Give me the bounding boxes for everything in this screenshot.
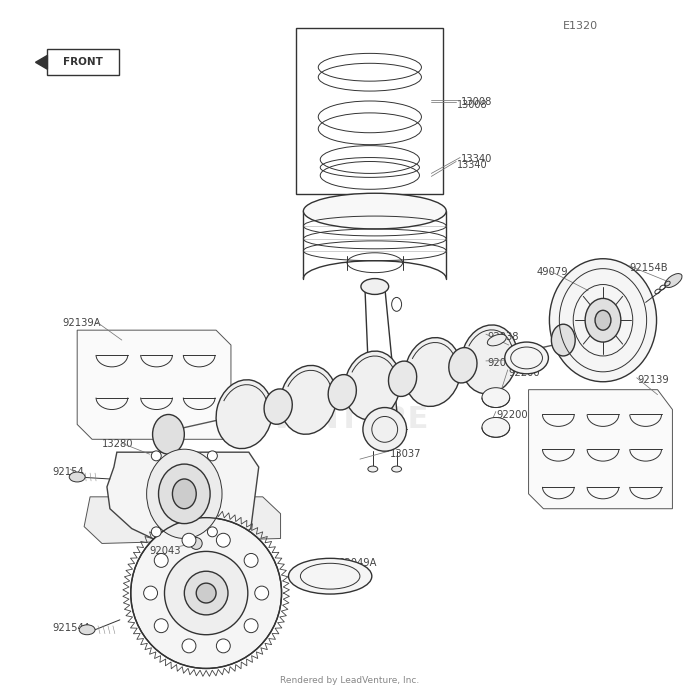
Ellipse shape: [487, 335, 506, 346]
Text: 92154A: 92154A: [52, 623, 91, 633]
Text: 49079: 49079: [536, 267, 568, 276]
Text: 92049A: 92049A: [338, 559, 377, 568]
Text: 92049: 92049: [487, 358, 519, 368]
Ellipse shape: [154, 619, 168, 633]
Ellipse shape: [182, 533, 196, 547]
Text: 92154: 92154: [52, 467, 84, 477]
Ellipse shape: [389, 361, 416, 396]
Text: 92038: 92038: [487, 332, 519, 342]
Ellipse shape: [280, 365, 337, 434]
Ellipse shape: [172, 479, 196, 509]
Text: FRONT: FRONT: [63, 57, 103, 67]
Ellipse shape: [361, 279, 388, 295]
Ellipse shape: [244, 554, 258, 567]
Text: 92139A: 92139A: [62, 318, 101, 328]
Ellipse shape: [207, 451, 217, 461]
Ellipse shape: [461, 325, 517, 394]
Ellipse shape: [368, 466, 378, 472]
Ellipse shape: [79, 625, 95, 635]
Text: 13008: 13008: [461, 97, 493, 107]
Ellipse shape: [158, 464, 210, 524]
Ellipse shape: [482, 417, 510, 438]
Ellipse shape: [665, 274, 682, 288]
Text: 92154B: 92154B: [630, 262, 668, 273]
Text: 92139: 92139: [638, 374, 669, 385]
Ellipse shape: [69, 472, 85, 482]
Ellipse shape: [164, 552, 248, 635]
Ellipse shape: [144, 586, 158, 600]
Ellipse shape: [585, 298, 621, 342]
Ellipse shape: [216, 380, 272, 449]
Text: 13340: 13340: [457, 160, 488, 169]
Ellipse shape: [328, 374, 356, 410]
Text: 92200: 92200: [497, 410, 528, 419]
Ellipse shape: [552, 324, 575, 356]
Ellipse shape: [392, 466, 402, 472]
Text: 92043: 92043: [150, 547, 181, 556]
Polygon shape: [84, 497, 281, 543]
Ellipse shape: [363, 407, 407, 452]
Polygon shape: [36, 55, 48, 69]
Ellipse shape: [505, 342, 548, 374]
Ellipse shape: [196, 583, 216, 603]
Text: VENTURE: VENTURE: [270, 405, 430, 434]
Ellipse shape: [216, 533, 230, 547]
Ellipse shape: [146, 449, 222, 538]
Text: 92200: 92200: [509, 368, 540, 378]
Text: 13037: 13037: [390, 449, 421, 459]
Ellipse shape: [184, 571, 228, 615]
Ellipse shape: [244, 619, 258, 633]
Ellipse shape: [151, 451, 161, 461]
Ellipse shape: [190, 538, 202, 550]
Ellipse shape: [449, 348, 477, 383]
Ellipse shape: [207, 527, 217, 537]
Ellipse shape: [482, 388, 510, 407]
Polygon shape: [528, 390, 673, 509]
Ellipse shape: [595, 310, 611, 330]
Ellipse shape: [131, 518, 281, 668]
Ellipse shape: [303, 193, 446, 229]
Text: 13280: 13280: [102, 440, 134, 449]
Bar: [296, 27, 443, 194]
Polygon shape: [77, 330, 231, 440]
Ellipse shape: [151, 527, 161, 537]
Ellipse shape: [216, 639, 230, 653]
Ellipse shape: [405, 337, 461, 407]
Ellipse shape: [154, 554, 168, 567]
Ellipse shape: [288, 559, 372, 594]
Text: 13340: 13340: [461, 153, 493, 164]
Ellipse shape: [255, 586, 269, 600]
Polygon shape: [107, 452, 259, 547]
Ellipse shape: [550, 259, 657, 382]
Ellipse shape: [344, 351, 400, 420]
Ellipse shape: [182, 639, 196, 653]
Ellipse shape: [153, 414, 184, 454]
Text: E1320: E1320: [564, 20, 598, 31]
Ellipse shape: [264, 389, 293, 424]
Text: 13008: 13008: [457, 100, 488, 110]
Text: Rendered by LeadVenture, Inc.: Rendered by LeadVenture, Inc.: [281, 676, 419, 685]
Text: 21050: 21050: [174, 500, 205, 511]
Bar: [48, 50, 119, 75]
